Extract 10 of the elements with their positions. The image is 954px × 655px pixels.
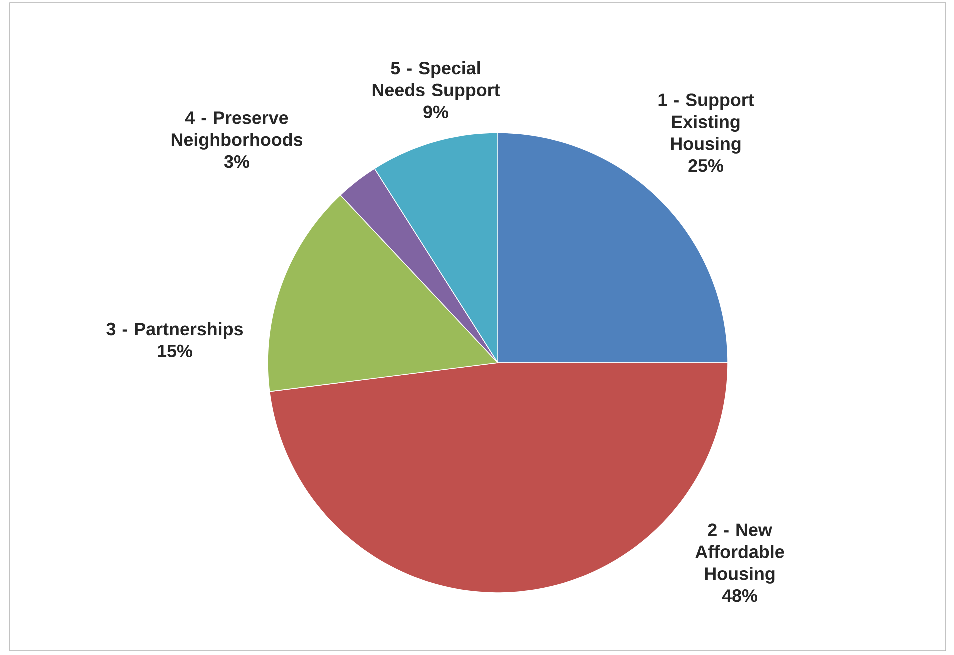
data-label: 25% — [688, 159, 724, 172]
slice-label: 5 - Special Needs Support — [372, 61, 500, 100]
slice-label: 3 - Partnerships — [106, 322, 244, 340]
slice-label: 1 - Support Existing Housing — [658, 94, 754, 154]
data-label: 9% — [424, 106, 448, 118]
data-label: 3% — [224, 155, 250, 168]
slice-label: 4 - Preserve Neighborhoods — [172, 112, 303, 150]
slice-label: 2 - New Affordable Housing — [696, 524, 784, 584]
data-label: 15% — [158, 344, 192, 358]
data-label: 48% — [722, 590, 758, 602]
